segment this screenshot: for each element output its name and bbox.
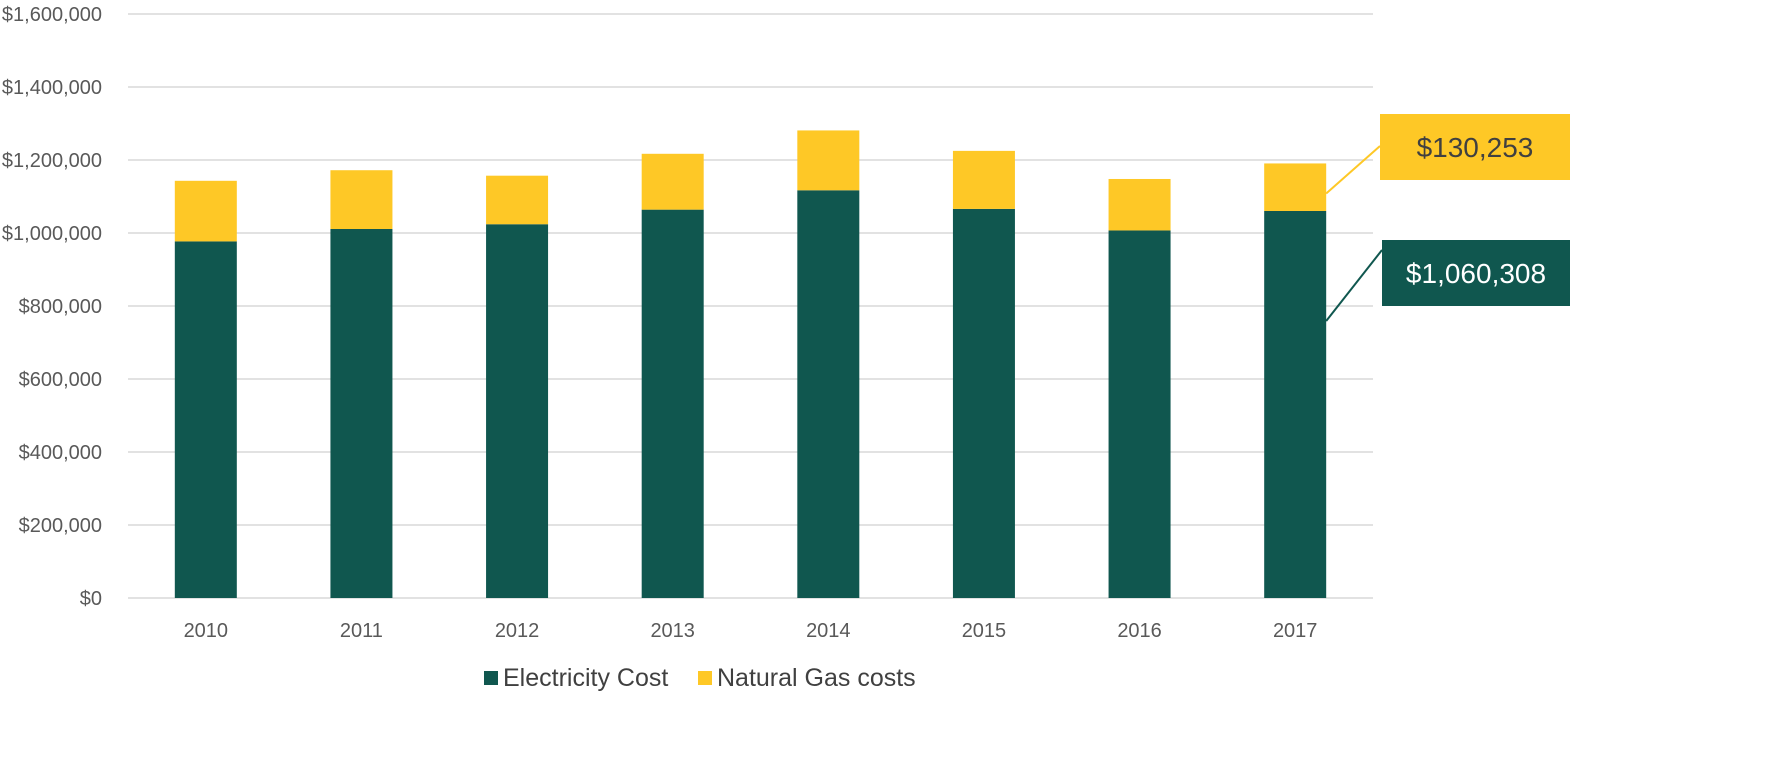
y-tick-label: $200,000 (19, 515, 102, 537)
y-axis-ticks: $0 $200,000 $400,000 $600,000 $800,000 $1,000… (2, 4, 102, 610)
bar-segment (486, 224, 549, 599)
callout-label: $130,253 (1417, 132, 1534, 163)
bar-segment (1108, 230, 1171, 598)
legend-label: Natural Gas costs (717, 664, 916, 692)
y-tick-label: $1,200,000 (2, 150, 102, 172)
y-tick-label: $800,000 (19, 296, 102, 318)
y-tick-label: $1,400,000 (2, 77, 102, 99)
callouts: $130,253 $1,060,308 (1325, 114, 1570, 322)
x-tick-label: 2012 (495, 620, 540, 642)
y-tick-label: $1,000,000 (2, 223, 102, 245)
y-tick-label: $0 (80, 588, 102, 610)
legend-swatch (698, 671, 712, 685)
callout-label: $1,060,308 (1406, 258, 1546, 289)
bar-segment (952, 208, 1015, 598)
legend-label: Electricity Cost (503, 664, 668, 692)
callout-leader-line (1325, 145, 1381, 195)
bar-segment (330, 170, 393, 229)
bar-segment (330, 228, 393, 599)
x-tick-label: 2016 (1117, 620, 1162, 642)
x-tick-label: 2013 (650, 620, 695, 642)
bar-segment (1264, 163, 1327, 211)
gridlines (128, 13, 1373, 599)
y-tick-label: $400,000 (19, 442, 102, 464)
legend: Electricity Cost Natural Gas costs (484, 664, 916, 692)
x-tick-label: 2010 (184, 620, 229, 642)
y-tick-label: $600,000 (19, 369, 102, 391)
bar-segment (1108, 178, 1171, 231)
bar-segment (797, 130, 860, 191)
bars (174, 130, 1327, 599)
bar-segment (641, 209, 704, 598)
bar-segment (641, 153, 704, 210)
callout-leader-line (1325, 249, 1383, 322)
x-tick-label: 2015 (962, 620, 1007, 642)
x-axis-ticks: 2010 2011 2012 2013 2014 2015 2016 2017 (184, 620, 1318, 642)
x-tick-label: 2011 (340, 620, 383, 642)
callout-box (1382, 240, 1570, 306)
bar-segment (1264, 210, 1327, 598)
x-tick-label: 2017 (1273, 620, 1318, 642)
bar-segment (797, 190, 860, 599)
bar-segment (486, 175, 549, 225)
bar-segment (174, 241, 237, 598)
bar-segment (174, 180, 237, 242)
bar-segment (952, 150, 1015, 209)
x-tick-label: 2014 (806, 620, 851, 642)
callout-box (1380, 114, 1570, 180)
y-tick-label: $1,600,000 (2, 4, 102, 26)
legend-swatch (484, 671, 498, 685)
